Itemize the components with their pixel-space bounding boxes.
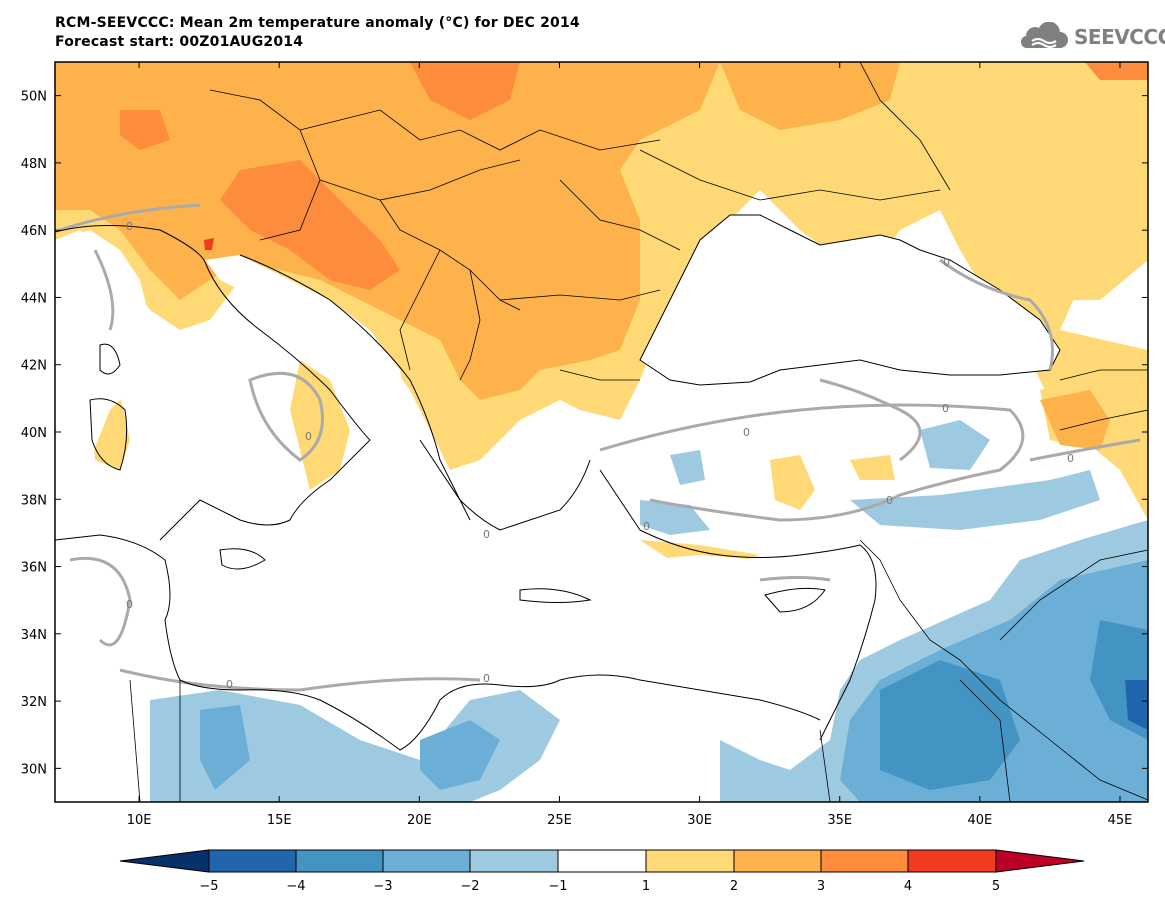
lon-tick-label: 45E	[1108, 813, 1133, 828]
colorbar-label: 3	[817, 879, 825, 894]
colorbar-label: 4	[904, 879, 912, 894]
lon-tick-label: 15E	[267, 813, 292, 828]
contour-label: 0	[1067, 452, 1074, 465]
contour-label: 0	[943, 256, 950, 269]
contour-label: 0	[483, 528, 490, 541]
colorbar-arrow-min	[119, 849, 210, 873]
lat-tick-label: 36N	[21, 561, 47, 576]
colorbar-swatch	[208, 849, 297, 873]
forecast-start-label: Forecast start: 00Z01AUG2014	[55, 34, 304, 50]
colorbar-swatch	[382, 849, 471, 873]
lon-tick-label: 20E	[407, 813, 432, 828]
contour-label: 0	[886, 494, 893, 507]
lat-tick-label: 48N	[21, 157, 47, 172]
contour-label: 0	[126, 598, 133, 611]
contour-labels: 0 0 0 0 0 0 0 0 0 0 0 0	[126, 220, 1074, 691]
colorbar-swatch	[469, 849, 559, 873]
colorbar: −5 −4 −3 −2 −1 1 2 3 4 5	[119, 849, 1085, 894]
lat-tick-label: 34N	[21, 628, 47, 643]
lon-tick-label: 10E	[127, 813, 152, 828]
longitude-axis: 10E 15E 20E 25E 30E 35E 40E 45E	[127, 62, 1133, 828]
colorbar-label: −5	[199, 879, 218, 894]
logo-text: SEEVCCC	[1074, 25, 1165, 49]
colorbar-label: 1	[642, 879, 650, 894]
seevccc-logo: SEEVCCC	[1018, 22, 1165, 52]
lon-tick-label: 30E	[687, 813, 712, 828]
contour-label: 0	[126, 220, 133, 233]
contour-label: 0	[305, 430, 312, 443]
mediterranean-sea	[55, 460, 880, 740]
lat-tick-label: 32N	[21, 695, 47, 710]
lat-tick-label: 30N	[21, 762, 47, 777]
contour-label: 0	[643, 520, 650, 533]
lon-tick-label: 25E	[547, 813, 572, 828]
lon-tick-label: 35E	[827, 813, 852, 828]
contour-label: 0	[483, 672, 490, 685]
adriatic-sea	[205, 255, 405, 400]
colorbar-swatch	[907, 849, 997, 873]
colorbar-swatch	[295, 849, 384, 873]
colorbar-swatch	[820, 849, 909, 873]
lat-tick-label: 40N	[21, 426, 47, 441]
black-sea	[639, 214, 1061, 386]
contour-label: 0	[743, 426, 750, 439]
lon-tick-label: 40E	[967, 813, 992, 828]
warm-region-2-3	[55, 62, 720, 400]
contour-label: 0	[226, 678, 233, 691]
colorbar-label: −3	[373, 879, 392, 894]
lat-tick-label: 50N	[21, 90, 47, 105]
anomaly-field: 0 0 0 0 0 0 0 0 0 0 0 0	[55, 62, 1148, 802]
colorbar-label: −2	[460, 879, 479, 894]
warm-region-3-4	[220, 160, 400, 290]
colorbar-label: 2	[730, 879, 738, 894]
lat-tick-label: 38N	[21, 493, 47, 508]
colorbar-label: 5	[992, 879, 1000, 894]
lat-tick-label: 46N	[21, 224, 47, 239]
colorbar-label: −4	[286, 879, 305, 894]
colorbar-arrow-max	[995, 849, 1085, 873]
colorbar-label: −1	[548, 879, 567, 894]
contour-label: 0	[942, 402, 949, 415]
zero-contours	[59, 203, 1141, 692]
coastlines	[55, 224, 877, 751]
latitude-axis: 30N 32N 34N 36N 38N 40N 42N 44N 46N 48N 50N	[21, 90, 1148, 777]
colorbar-swatch	[557, 849, 647, 873]
colorbar-swatch	[733, 849, 822, 873]
colorbar-swatch	[645, 849, 735, 873]
map-title: RCM-SEEVCCC: Mean 2m temperature anomaly…	[55, 15, 580, 31]
lat-tick-label: 44N	[21, 291, 47, 306]
cloud-icon	[1020, 22, 1068, 49]
lat-tick-label: 42N	[21, 359, 47, 374]
country-borders	[129, 62, 1148, 802]
